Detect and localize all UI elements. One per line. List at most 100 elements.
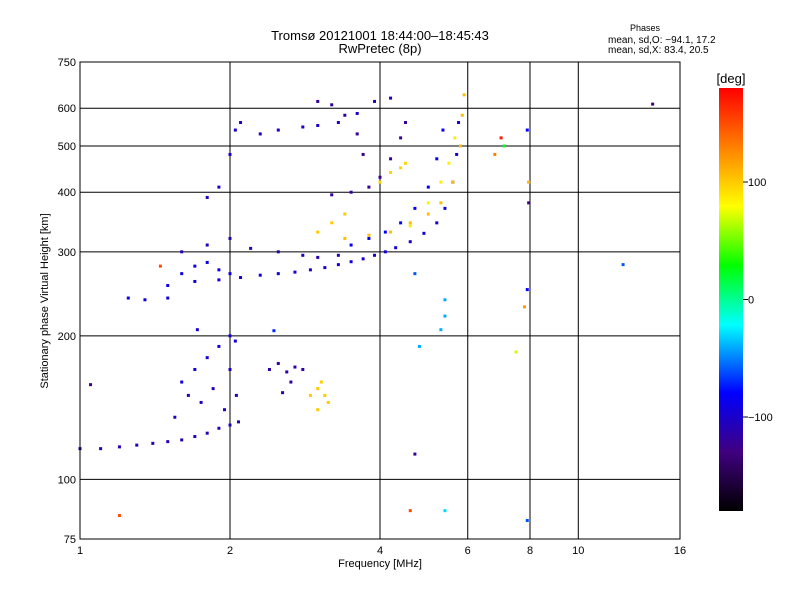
echo-point bbox=[135, 443, 139, 447]
echo-point bbox=[460, 113, 464, 117]
echo-point bbox=[389, 96, 393, 100]
x-tick-label: 16 bbox=[674, 545, 686, 557]
echo-point bbox=[426, 212, 430, 216]
echo-point bbox=[217, 278, 221, 282]
echo-trace-12 bbox=[378, 161, 407, 184]
stats-x-mode: mean, sd,X: 83.4, 20.5 bbox=[608, 45, 709, 56]
echo-point bbox=[180, 250, 184, 254]
y-tick-label: 500 bbox=[58, 141, 76, 153]
echo-point bbox=[361, 257, 365, 261]
echo-point bbox=[453, 136, 457, 140]
echo-point bbox=[378, 180, 382, 184]
isolated-echo-point bbox=[525, 128, 529, 132]
y-tick-label: 400 bbox=[58, 187, 76, 199]
echo-point bbox=[223, 408, 227, 412]
isolated-echo-point bbox=[621, 263, 625, 267]
echo-point bbox=[180, 272, 184, 276]
echo-point bbox=[117, 445, 121, 449]
echo-trace-1 bbox=[78, 420, 240, 451]
echo-trace-14 bbox=[408, 136, 457, 228]
echo-point bbox=[389, 170, 393, 174]
x-tick-label: 6 bbox=[465, 545, 471, 557]
echo-point bbox=[228, 367, 232, 371]
echo-point bbox=[349, 260, 353, 264]
x-tick-label: 4 bbox=[377, 545, 383, 557]
echo-point bbox=[336, 253, 340, 257]
echo-point bbox=[330, 193, 334, 197]
echo-point bbox=[173, 415, 177, 419]
x-tick-label: 8 bbox=[527, 545, 533, 557]
y-tick-label: 750 bbox=[58, 57, 76, 69]
isolated-echo-point bbox=[525, 519, 529, 523]
echo-point bbox=[399, 166, 403, 170]
echo-point bbox=[435, 221, 439, 225]
echo-point bbox=[443, 206, 447, 210]
echo-point bbox=[403, 161, 407, 165]
echo-point bbox=[326, 400, 330, 404]
echo-point bbox=[217, 344, 221, 348]
echo-point bbox=[319, 380, 323, 384]
echo-point bbox=[316, 255, 320, 259]
echo-trace-8 bbox=[330, 121, 407, 197]
echo-point bbox=[199, 400, 203, 404]
echo-point bbox=[239, 276, 243, 280]
echo-point bbox=[228, 272, 232, 276]
echo-point bbox=[205, 195, 209, 199]
echo-point bbox=[293, 365, 297, 369]
isolated-echo-point bbox=[527, 180, 531, 184]
isolated-echo-point bbox=[443, 509, 447, 513]
echo-point bbox=[276, 272, 280, 276]
echo-point bbox=[180, 380, 184, 384]
echo-point bbox=[316, 387, 320, 391]
echo-point bbox=[355, 132, 359, 136]
stats-o-mode: mean, sd,O: −94.1, 17.2 bbox=[608, 35, 716, 46]
chart-title: Tromsø 20121001 18:44:00–18:45:43 bbox=[271, 28, 489, 43]
isolated-echo-point bbox=[493, 152, 497, 156]
echo-point bbox=[281, 391, 285, 395]
isolated-echo-point bbox=[158, 264, 162, 268]
echo-point bbox=[249, 246, 253, 250]
echo-point bbox=[316, 99, 320, 103]
echo-trace-4 bbox=[126, 260, 232, 302]
echo-trace-13 bbox=[343, 93, 466, 240]
echo-trace-3 bbox=[173, 367, 238, 419]
echo-point bbox=[293, 270, 297, 274]
echo-point bbox=[143, 298, 147, 302]
echo-trace-9 bbox=[205, 121, 243, 199]
echo-point bbox=[308, 393, 312, 397]
echo-point bbox=[383, 230, 387, 234]
echo-trace-10 bbox=[258, 96, 393, 136]
echo-point bbox=[228, 334, 232, 338]
echo-trace-7 bbox=[349, 128, 445, 247]
y-axis-ticks: 75 100 200 300 400 500 600 750 bbox=[58, 57, 76, 546]
grid-lines bbox=[80, 62, 680, 539]
echo-point bbox=[422, 231, 426, 235]
y-tick-label: 100 bbox=[58, 474, 76, 486]
echo-point bbox=[426, 185, 430, 189]
echo-point bbox=[383, 250, 387, 254]
y-tick-label: 300 bbox=[58, 247, 76, 259]
x-tick-label: 10 bbox=[572, 545, 584, 557]
x-tick-label: 1 bbox=[77, 545, 83, 557]
echo-point bbox=[336, 263, 340, 267]
echo-point bbox=[408, 221, 412, 225]
echo-trace-17 bbox=[267, 361, 305, 395]
echo-point bbox=[228, 152, 232, 156]
y-tick-label: 600 bbox=[58, 103, 76, 115]
echo-point bbox=[426, 201, 430, 205]
echo-point bbox=[301, 253, 305, 257]
echo-point bbox=[166, 283, 170, 287]
echo-point bbox=[151, 441, 155, 445]
isolated-echo-point bbox=[525, 288, 529, 292]
echo-point bbox=[205, 243, 209, 247]
colorbar-tick-label: −100 bbox=[748, 412, 773, 424]
isolated-echo-point bbox=[527, 201, 531, 205]
echo-point bbox=[389, 230, 393, 234]
echo-point bbox=[239, 121, 243, 125]
echo-trace-11 bbox=[316, 99, 365, 156]
echo-point bbox=[217, 268, 221, 272]
colorbar-gradient bbox=[719, 88, 743, 511]
echo-point bbox=[355, 111, 359, 115]
echo-point bbox=[323, 393, 327, 397]
echo-trace-6 bbox=[180, 236, 340, 259]
